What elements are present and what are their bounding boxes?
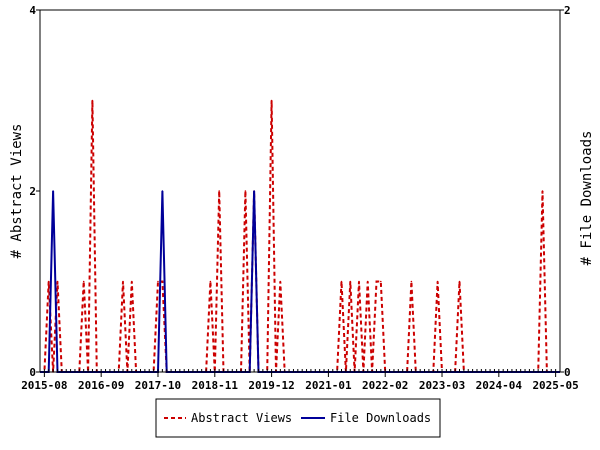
x-tick-label: 2018-11: [192, 379, 239, 392]
left-y-tick-label: 2: [29, 185, 36, 198]
x-tick-label: 2015-08: [21, 379, 67, 392]
data-point-abstract-views: [358, 280, 360, 283]
data-point-abstract-views: [380, 280, 382, 283]
left-y-axis: 0 2 4: [29, 4, 40, 379]
x-tick-label: 2021-01: [305, 379, 352, 392]
data-point-file-downloads: [253, 190, 255, 192]
data-point-abstract-views: [131, 280, 133, 283]
data-point-abstract-views: [82, 280, 85, 283]
data-point-abstract-views: [270, 99, 273, 102]
legend-label-file-downloads: File Downloads: [330, 411, 431, 425]
x-axis: 2015-08 2016-09 2017-10 2018-11 2019-12 2021-…: [21, 369, 579, 392]
legend-box: [155, 398, 441, 438]
data-point-abstract-views: [157, 280, 159, 283]
data-point-abstract-views: [436, 280, 439, 283]
data-point-abstract-views: [244, 190, 247, 192]
series-line-file-downloads: [40, 190, 560, 373]
data-point-abstract-views: [47, 280, 50, 283]
data-point-abstract-views: [366, 280, 369, 283]
x-tick-label: 2019-12: [248, 379, 294, 392]
data-point-abstract-views: [91, 99, 94, 102]
data-point-abstract-views: [209, 280, 212, 283]
data-point-abstract-views: [56, 280, 59, 283]
data-point-abstract-views: [340, 280, 343, 283]
right-y-tick-label: 2: [564, 4, 571, 17]
data-point-abstract-views: [410, 280, 413, 283]
right-y-tick-label: 0: [564, 366, 571, 379]
legend-label-abstract-views: Abstract Views: [191, 411, 292, 425]
x-tick-label: 2022-02: [362, 379, 408, 392]
data-point-file-downloads: [52, 190, 54, 192]
data-point-abstract-views: [161, 280, 164, 283]
x-tick-label: 2023-03: [419, 379, 465, 392]
data-point-abstract-views: [218, 190, 220, 192]
data-point-abstract-views: [458, 280, 461, 283]
data-point-file-downloads: [161, 190, 164, 192]
left-y-tick-label: 0: [29, 366, 36, 379]
data-point-abstract-views: [279, 280, 282, 283]
x-tick-label: 2025-05: [532, 379, 578, 392]
x-tick-label: 2016-09: [78, 379, 124, 392]
left-y-tick-label: 4: [29, 4, 36, 17]
right-y-axis: 02: [560, 4, 571, 379]
right-y-axis-title: # File Downloads: [579, 131, 595, 266]
left-y-axis-title: # Abstract Views: [9, 124, 25, 259]
data-point-abstract-views: [375, 280, 378, 283]
data-point-abstract-views: [349, 280, 352, 283]
x-tick-label: 2017-10: [135, 379, 181, 392]
x-tick-label: 2024-04: [476, 379, 523, 392]
data-point-abstract-views: [122, 280, 124, 283]
data-point-abstract-views: [541, 190, 544, 192]
legend: Abstract Views File Downloads: [155, 398, 441, 438]
